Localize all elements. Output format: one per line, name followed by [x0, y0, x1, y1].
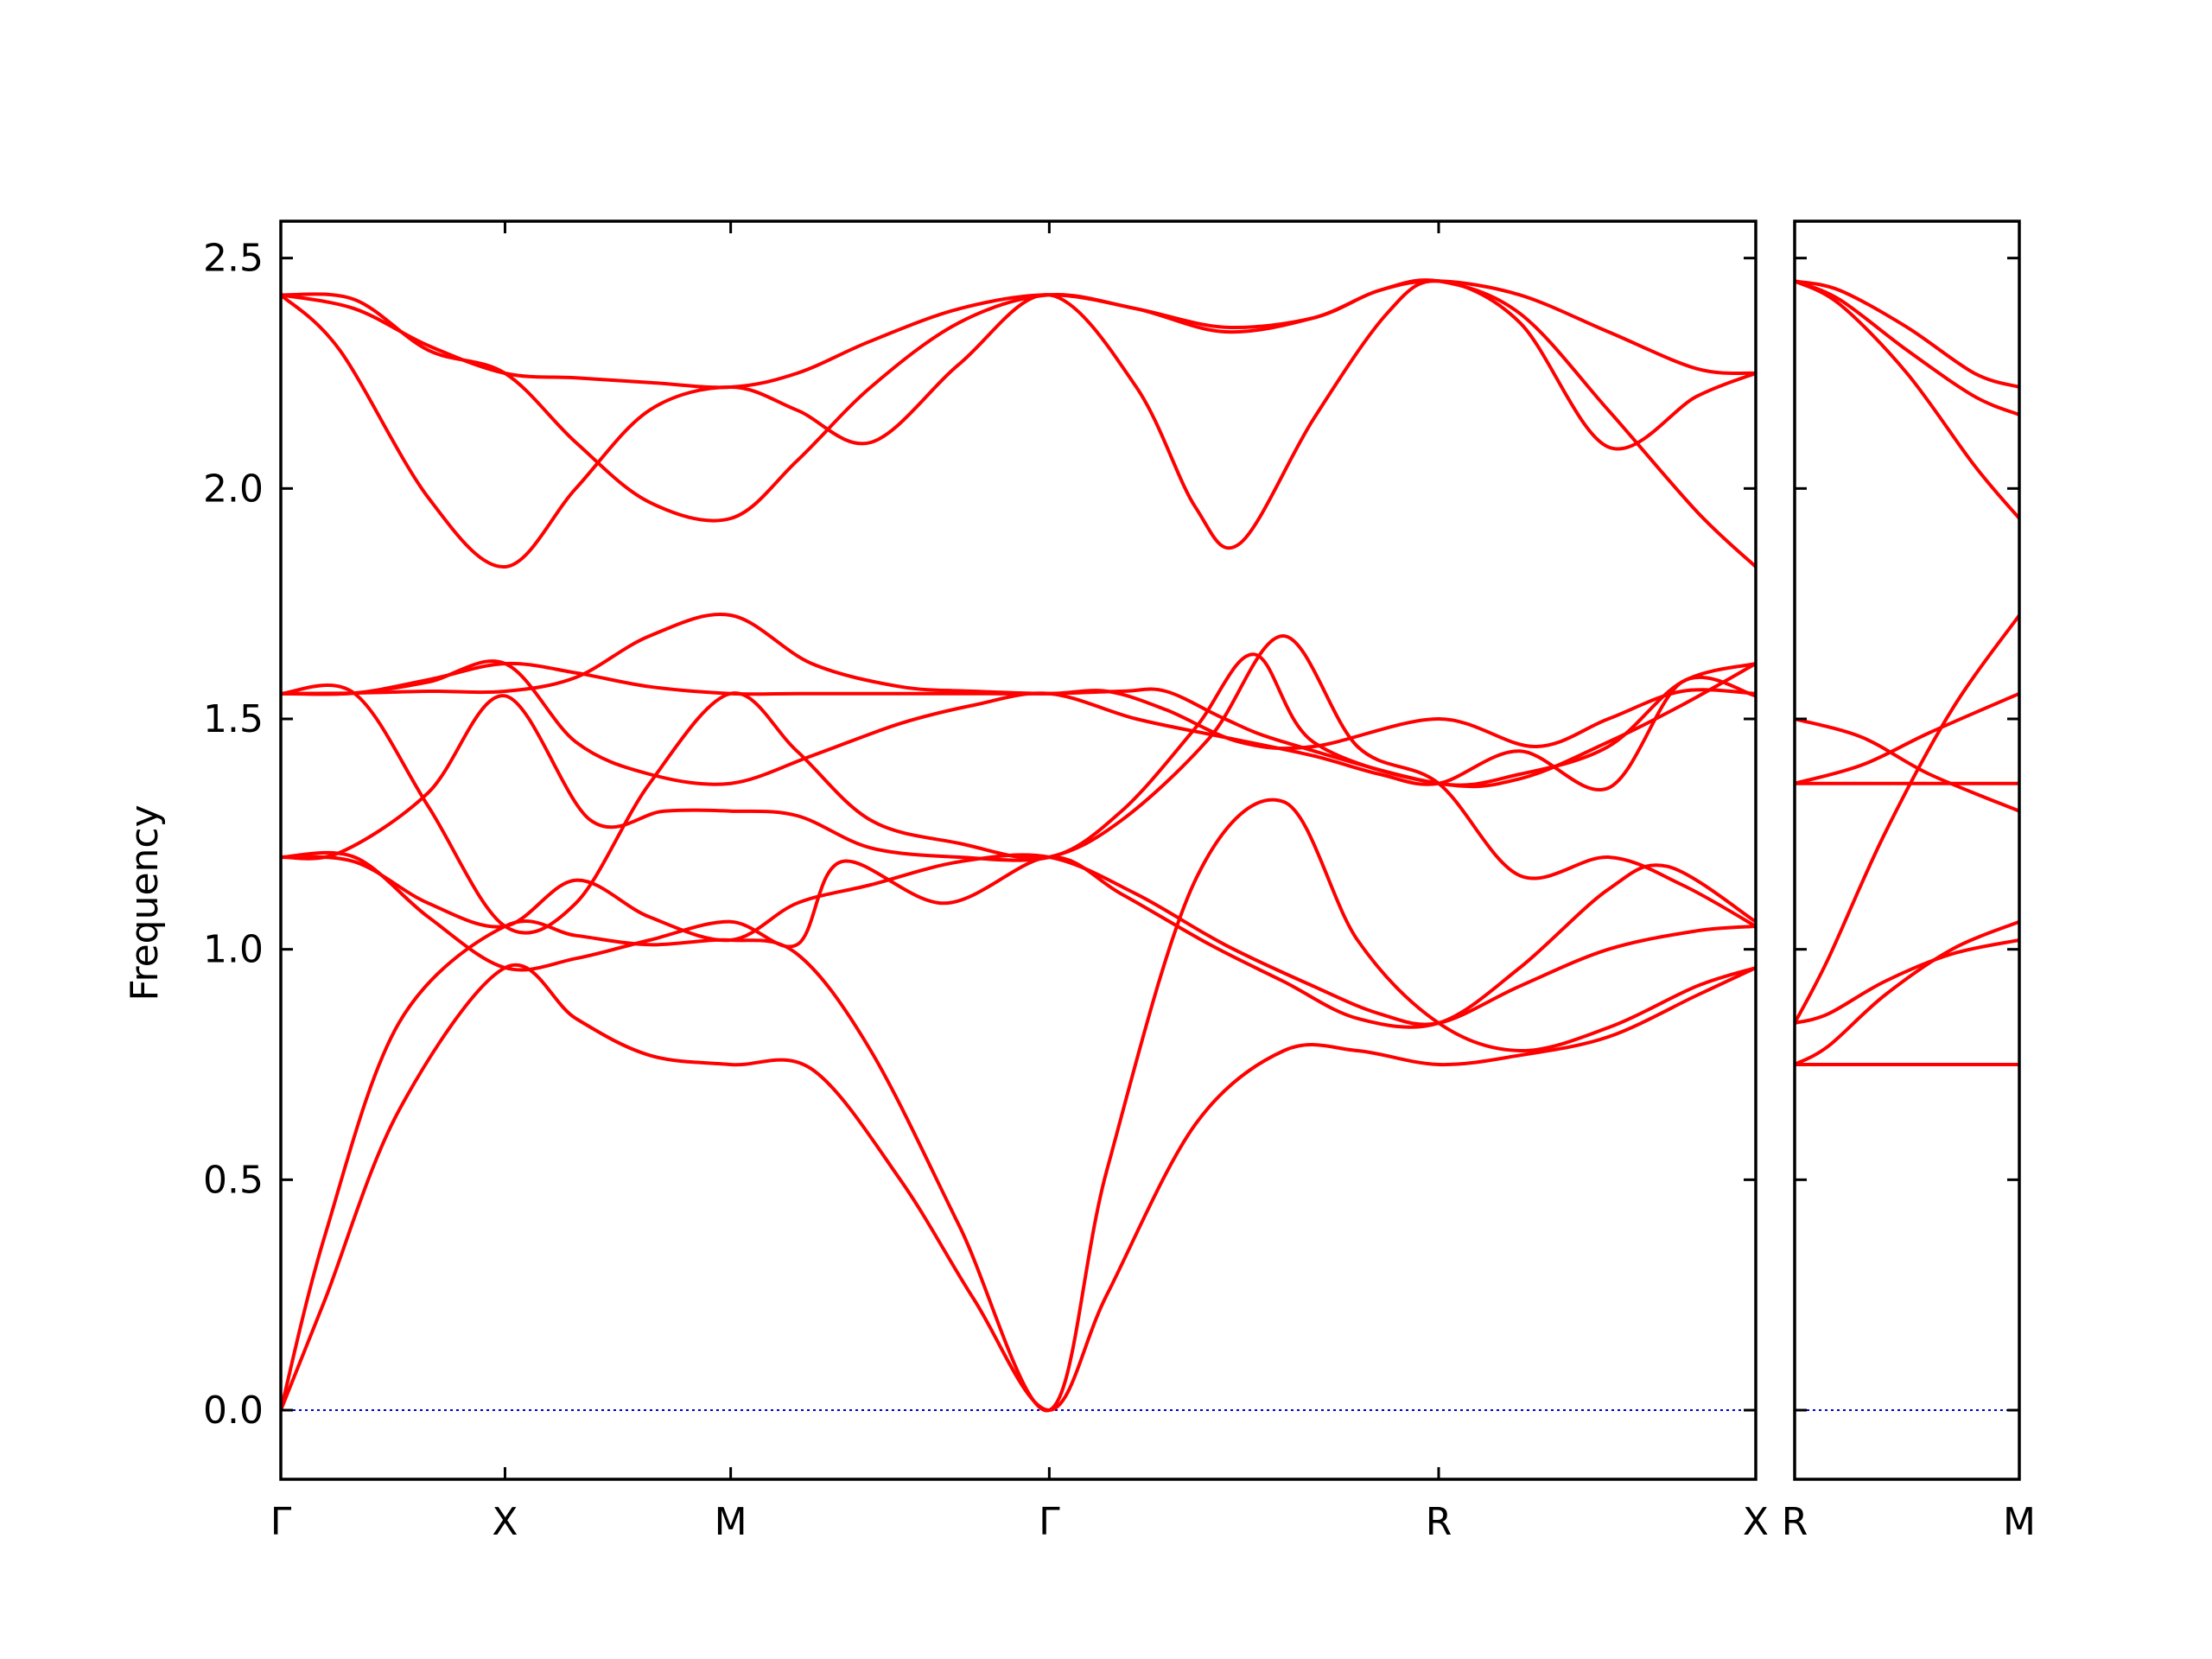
- x-tick-label: X: [1743, 1500, 1769, 1544]
- y-tick-label: 1.5: [203, 697, 264, 741]
- axes-frame: [1793, 219, 2021, 1481]
- band-10: [1795, 279, 2019, 416]
- band-6: [281, 652, 1756, 935]
- y-tick-label: 0.0: [203, 1389, 264, 1433]
- x-tick-label: M: [2003, 1500, 2036, 1544]
- band-3: [1795, 938, 2019, 1025]
- plot-area: [1795, 279, 2019, 1411]
- y-tick-label: 2.5: [203, 237, 264, 281]
- band-1: [281, 963, 1756, 1413]
- y-axis-label: Frequency: [123, 804, 167, 1001]
- panel-main: Γ X M Γ R X 0.0 0.5 1.0 1.5 2.0 2.5: [203, 219, 1769, 1544]
- band-8: [1795, 279, 2019, 520]
- band-4: [281, 850, 1756, 1029]
- band-9: [281, 661, 1756, 789]
- x-tick-label: Γ: [270, 1500, 292, 1544]
- band-12: [281, 279, 1756, 390]
- band-2: [281, 798, 1756, 1413]
- band-2: [1795, 919, 2019, 1066]
- x-tick-label: Γ: [1039, 1500, 1060, 1544]
- band-8: [281, 613, 1756, 751]
- x-tick-label: M: [715, 1500, 747, 1544]
- band-3: [281, 853, 1756, 1027]
- y-tick-label: 2.0: [203, 467, 264, 511]
- band-11: [281, 278, 1756, 569]
- x-tick-label: R: [1782, 1500, 1808, 1544]
- band-9: [1795, 279, 2019, 389]
- x-tick-label: R: [1426, 1500, 1452, 1544]
- x-tick-label: X: [492, 1500, 518, 1544]
- band-5: [281, 633, 1756, 928]
- axes-frame: [279, 219, 1758, 1481]
- y-tick-label: 0.5: [203, 1158, 264, 1202]
- band-6: [1795, 717, 2019, 813]
- y-tick-label: 1.0: [203, 928, 264, 972]
- plot-area: [281, 278, 1756, 1413]
- band-7: [1795, 691, 2019, 785]
- band-4: [1795, 613, 2019, 1025]
